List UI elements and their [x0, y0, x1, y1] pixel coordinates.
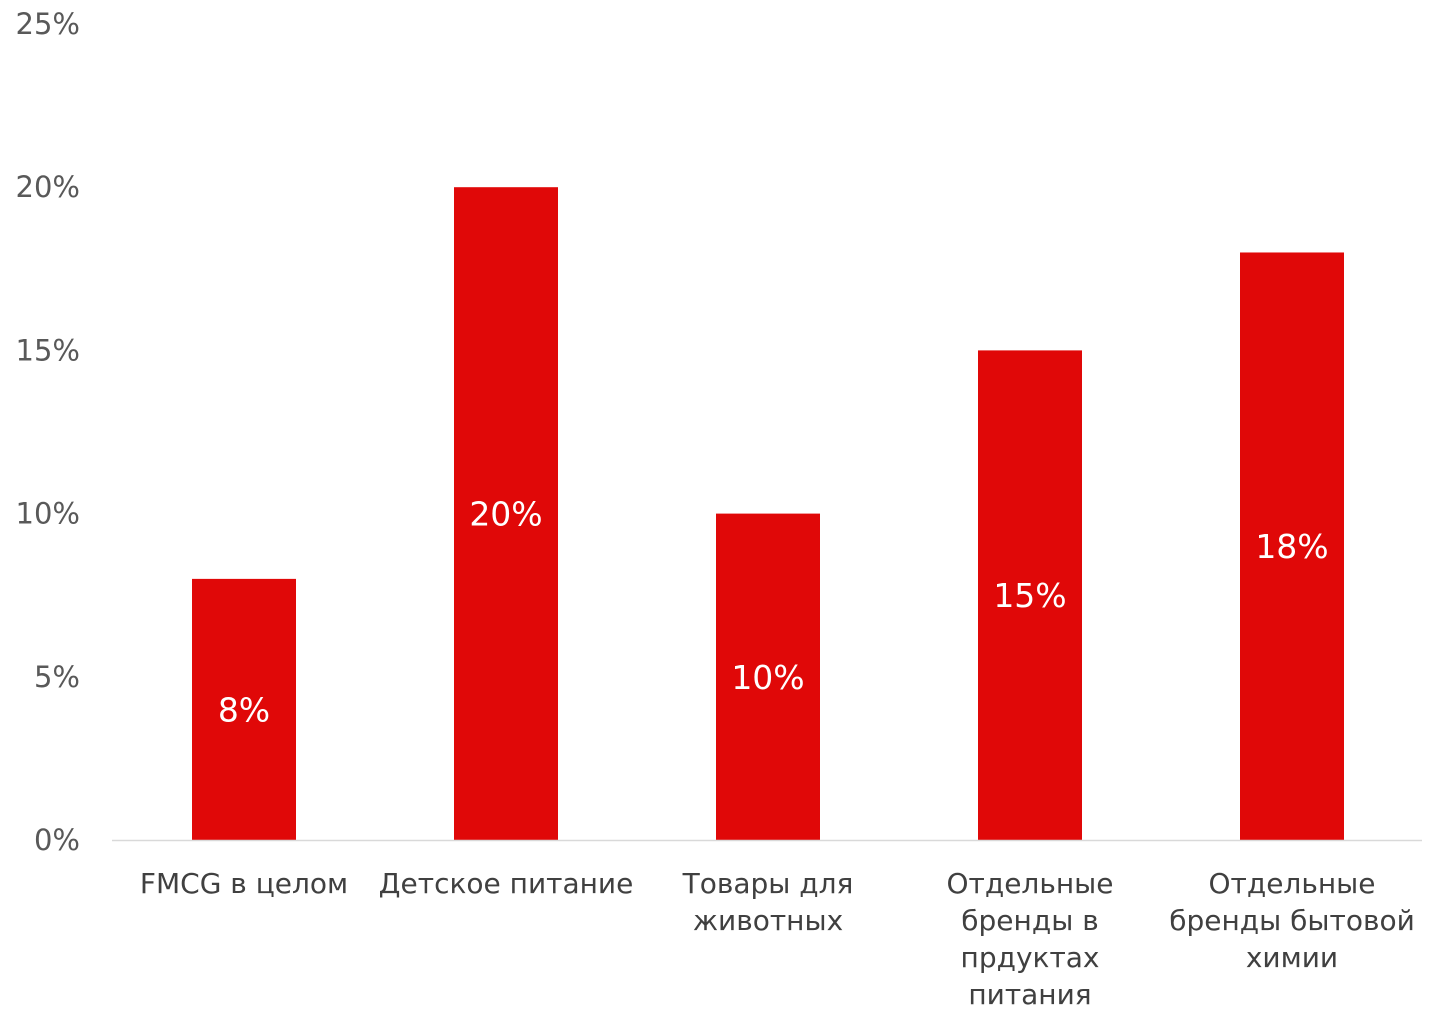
bar [192, 578, 296, 840]
x-tick-label: питания [968, 978, 1091, 1011]
y-tick-label: 15% [16, 333, 80, 367]
y-tick-label: 25% [16, 7, 80, 41]
x-tick-label: FMCG в целом [140, 867, 348, 900]
x-tick-label: Отдельные [1209, 867, 1376, 900]
x-axis: FMCG в целом Детское питание Товары для жив… [140, 867, 1415, 1011]
bar [978, 350, 1082, 840]
x-tick-label: Товары для [682, 867, 854, 900]
data-label: 15% [993, 576, 1066, 615]
y-tick-label: 10% [16, 497, 80, 531]
x-tick-label: бренды в [961, 904, 1098, 937]
x-tick-label: Отдельные [947, 867, 1114, 900]
y-tick-label: 5% [34, 660, 80, 694]
bar [1240, 252, 1344, 841]
bars [192, 187, 1344, 841]
bar [454, 187, 558, 840]
bar [716, 513, 820, 840]
x-tick-label: животных [693, 904, 843, 937]
data-label: 10% [731, 658, 804, 697]
data-label: 8% [218, 690, 270, 729]
x-tick-label: химии [1246, 941, 1338, 974]
data-labels: 8% 20% 10% 15% 18% [218, 495, 1329, 730]
x-tick-label: бренды бытовой [1169, 904, 1415, 937]
x-tick-label: прдуктах [961, 941, 1100, 974]
x-tick-label: Детское питание [379, 867, 634, 900]
y-tick-label: 20% [16, 170, 80, 204]
data-label: 18% [1255, 527, 1328, 566]
y-tick-label: 0% [34, 823, 80, 857]
data-label: 20% [469, 495, 542, 534]
y-axis: 0% 5% 10% 15% 20% 25% [16, 7, 80, 857]
